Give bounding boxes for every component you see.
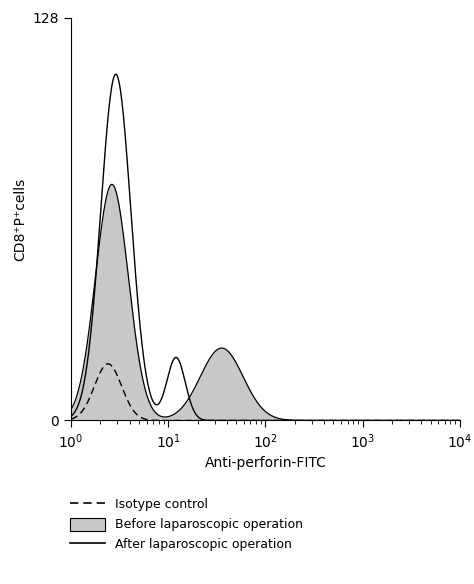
Y-axis label: CD8⁺P⁺cells: CD8⁺P⁺cells xyxy=(13,178,27,260)
X-axis label: Anti-perforin-FITC: Anti-perforin-FITC xyxy=(204,457,327,471)
Legend: Isotype control, Before laparoscopic operation, After laparoscopic operation: Isotype control, Before laparoscopic ope… xyxy=(70,498,302,551)
